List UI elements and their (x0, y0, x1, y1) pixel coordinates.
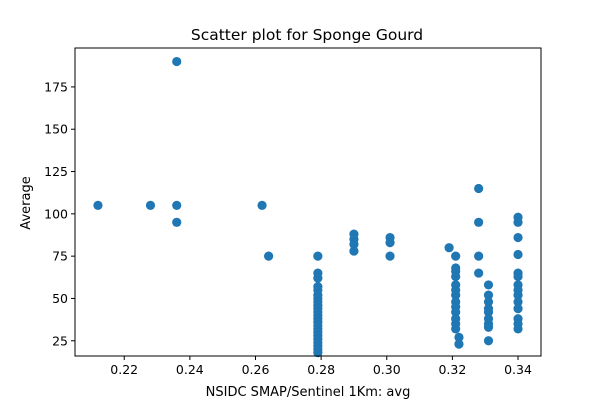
data-point (483, 290, 494, 300)
data-point (474, 217, 484, 227)
data-point (513, 271, 523, 282)
data-point (451, 271, 461, 282)
data-point (474, 183, 484, 194)
data-point (451, 307, 461, 317)
y-tick-label: 25 (52, 333, 68, 348)
data-point (313, 348, 323, 358)
y-tick-label: 150 (44, 122, 68, 137)
data-point (145, 200, 156, 210)
y-tick-label: 175 (44, 79, 68, 94)
data-point (513, 304, 523, 314)
data-point (513, 297, 523, 307)
chart-title: Scatter plot for Sponge Gourd (191, 26, 423, 44)
data-point (474, 251, 484, 261)
data-point (474, 268, 484, 278)
data-point (483, 322, 494, 332)
y-tick-label: 125 (44, 164, 68, 179)
data-point (172, 217, 182, 227)
data-point (513, 217, 523, 227)
data-point (513, 324, 523, 334)
x-tick-label: 0.22 (110, 362, 138, 377)
data-point (172, 200, 182, 210)
data-point (385, 238, 395, 248)
data-point (454, 332, 464, 342)
x-tick-label: 0.28 (307, 362, 335, 377)
data-point (483, 297, 494, 307)
y-axis-ticks: 25 50 75 100 125 150 175 (44, 79, 75, 348)
x-axis-label: NSIDC SMAP/Sentinel 1Km: avg (206, 385, 411, 400)
x-tick-label: 0.26 (242, 362, 270, 377)
data-point (451, 324, 461, 334)
data-point (172, 56, 182, 67)
data-point (257, 200, 267, 210)
data-point (349, 239, 359, 249)
x-tick-label: 0.24 (176, 362, 204, 377)
data-point (483, 336, 494, 346)
data-point (444, 243, 454, 253)
data-point (513, 249, 523, 260)
x-tick-label: 0.30 (373, 362, 401, 377)
data-point (264, 251, 274, 261)
x-axis-ticks: 0.22 0.24 0.26 0.28 0.30 0.32 0.34 (110, 356, 532, 377)
x-tick-label: 0.32 (438, 362, 466, 377)
data-point (93, 200, 103, 210)
data-points (93, 56, 523, 358)
data-point (513, 290, 523, 300)
data-point (454, 339, 464, 349)
data-point (451, 290, 461, 300)
data-point (313, 251, 323, 261)
data-point (513, 232, 523, 243)
data-point (385, 251, 395, 261)
y-tick-label: 75 (52, 249, 68, 264)
x-tick-label: 0.34 (504, 362, 532, 377)
y-tick-label: 100 (44, 206, 68, 221)
data-point (483, 307, 494, 317)
y-axis-label: Average (19, 176, 34, 229)
data-point (349, 246, 359, 256)
data-point (483, 280, 494, 290)
plot-area-frame (74, 47, 542, 357)
y-tick-label: 50 (52, 291, 68, 306)
data-point (451, 251, 461, 261)
data-point (313, 273, 323, 283)
